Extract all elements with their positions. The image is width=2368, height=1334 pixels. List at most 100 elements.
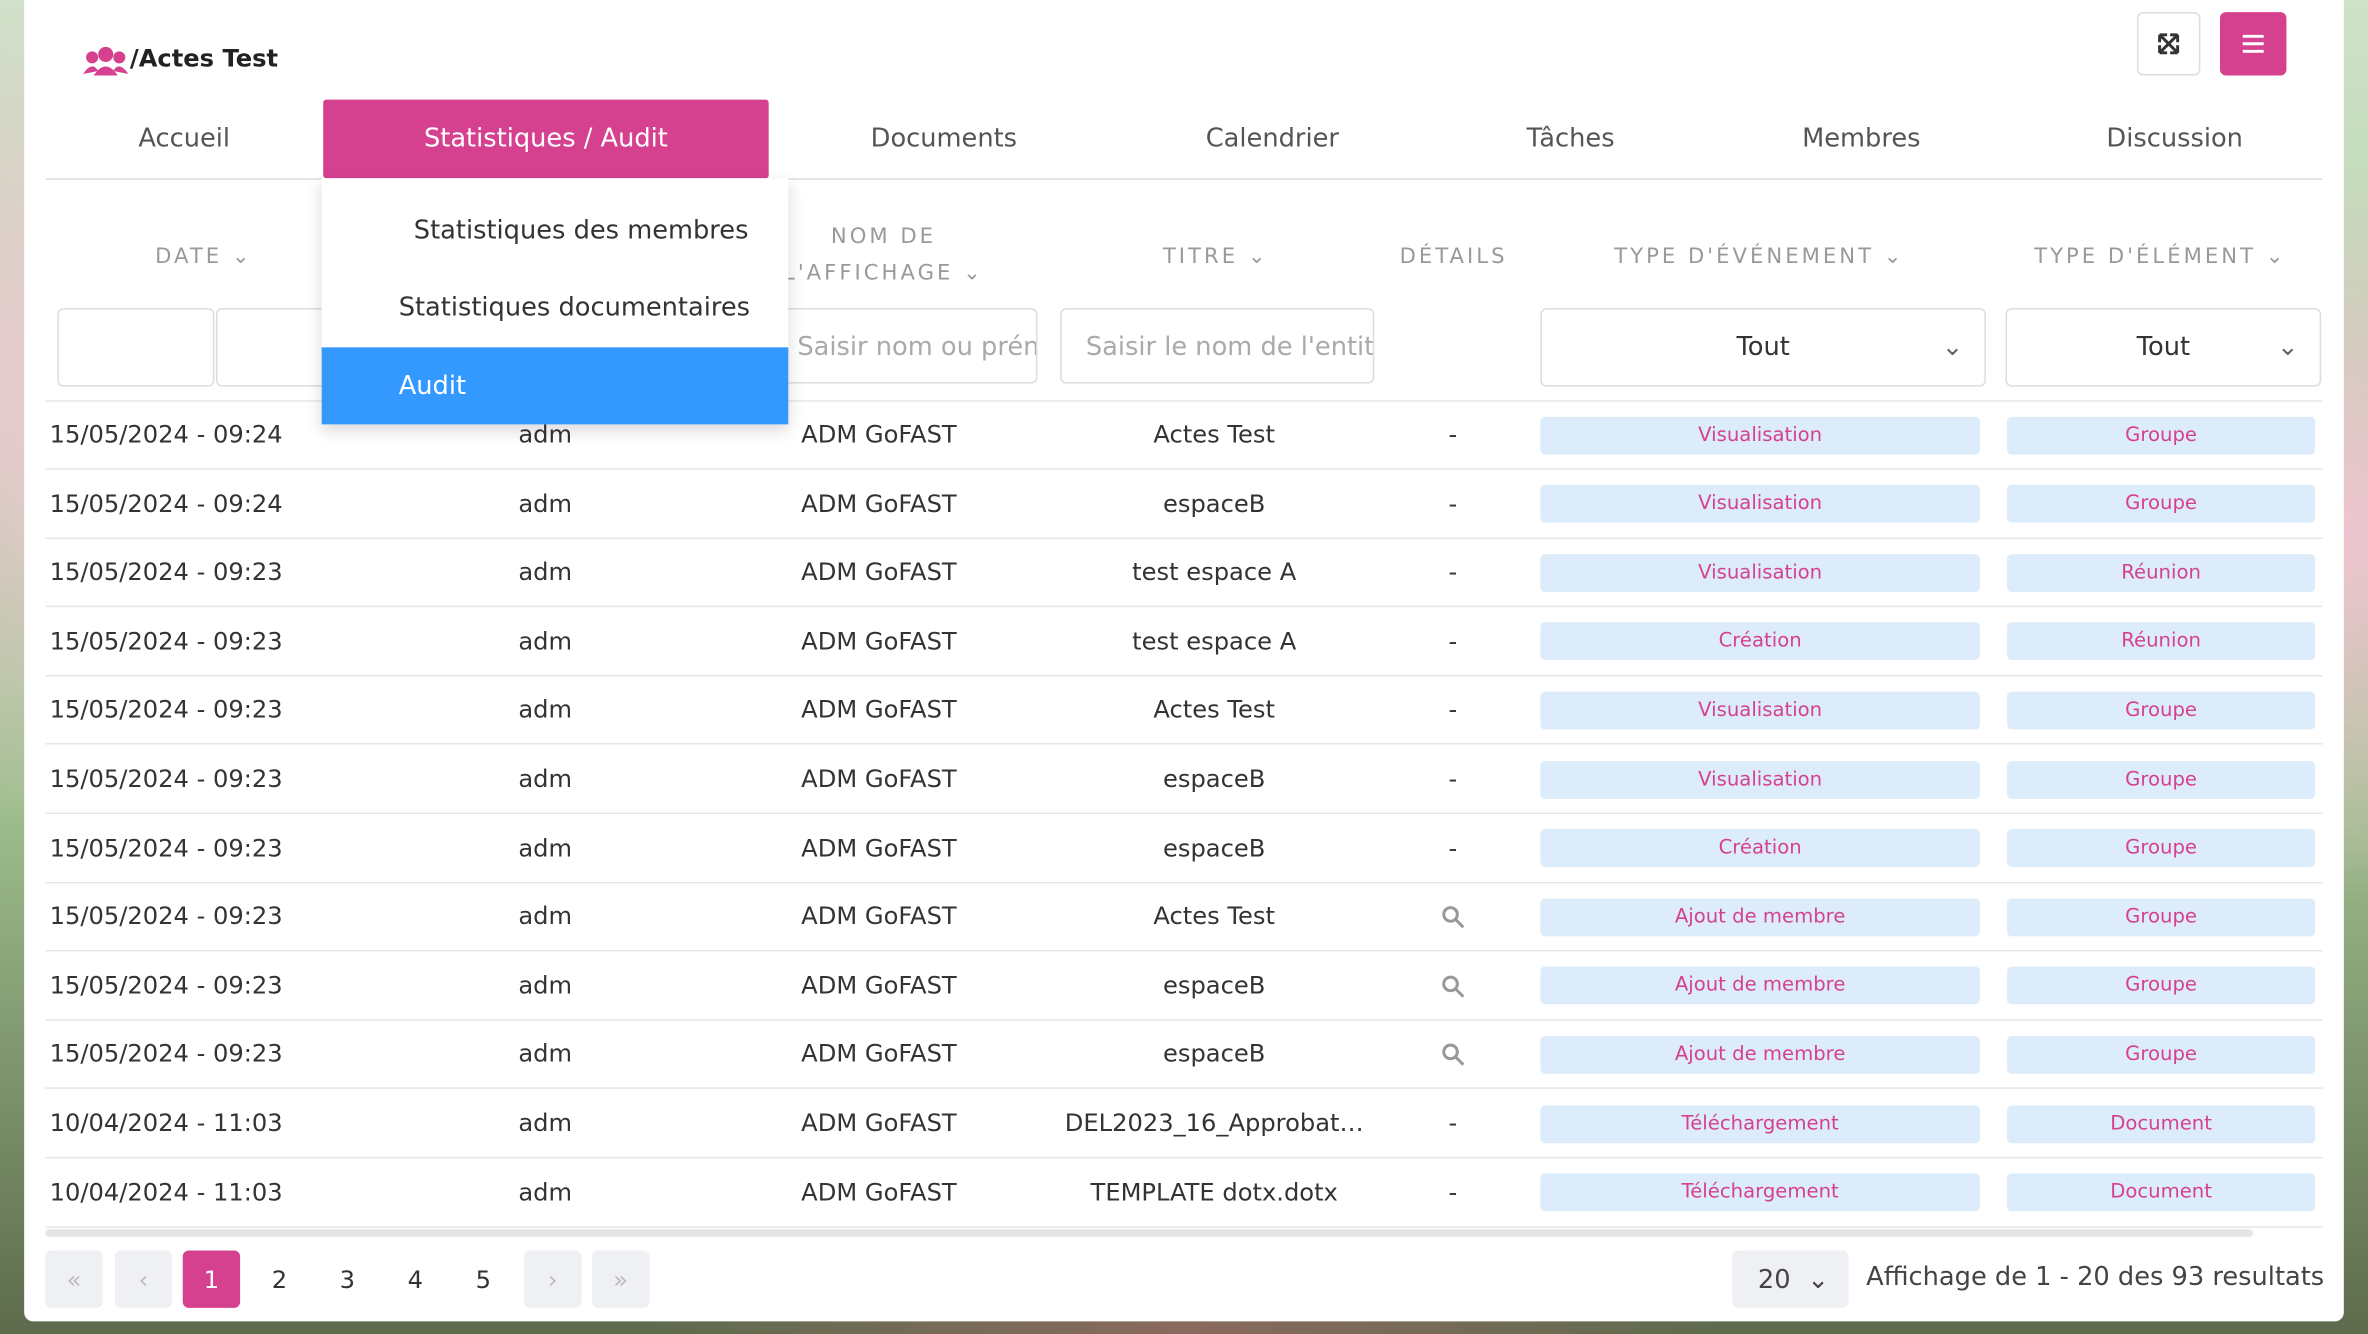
cell: ADM GoFAST: [801, 764, 957, 793]
cell: 15/05/2024 - 09:23: [49, 901, 283, 931]
element-select[interactable]: Tout ⌄: [2005, 308, 2322, 387]
cell: adm: [518, 764, 573, 793]
fullscreen-button[interactable]: [2136, 12, 2201, 76]
cell: adm: [518, 1177, 573, 1207]
tab[interactable]: Accueil: [138, 123, 231, 155]
element-badge: Groupe: [2007, 760, 2316, 799]
element-badge: Document: [2007, 1104, 2316, 1143]
select-value: Tout: [2136, 332, 2191, 363]
cell: -: [1448, 833, 1458, 862]
page-button[interactable]: 4: [407, 1264, 423, 1294]
header-name[interactable]: Nom de l'affichage ⌄: [783, 225, 984, 286]
cell: ADM GoFAST: [801, 1177, 957, 1207]
dropdown-item[interactable]: Audit: [321, 347, 789, 425]
event-select[interactable]: Tout ⌄: [1540, 308, 1986, 387]
details-icon[interactable]: [1441, 974, 1465, 998]
cell: -: [1448, 557, 1458, 587]
header-text: Type d'élément: [2034, 244, 2257, 269]
page-button[interactable]: 1: [182, 1250, 241, 1308]
cell: -: [1448, 419, 1458, 449]
row-divider: [45, 881, 2323, 883]
menu-button[interactable]: [2219, 12, 2287, 76]
event-badge: Visualisation: [1540, 416, 1980, 454]
page-button[interactable]: 5: [475, 1264, 491, 1294]
cell: 15/05/2024 - 09:24: [49, 419, 283, 449]
row-divider: [45, 1019, 2323, 1021]
cell: Actes Test: [1153, 695, 1275, 724]
cell: espaceB: [1163, 488, 1266, 518]
element-badge: Réunion: [2007, 553, 2316, 592]
element-badge: Groupe: [2007, 484, 2316, 523]
event-badge: Ajout de membre: [1540, 1035, 1980, 1074]
page-button[interactable]: 2: [271, 1264, 288, 1294]
cell: adm: [518, 1039, 573, 1069]
cell: 15/05/2024 - 09:23: [49, 557, 283, 587]
page-size-select[interactable]: 20 ⌄: [1732, 1250, 1849, 1308]
row-divider: [45, 468, 2323, 470]
event-badge: Création: [1540, 829, 1980, 867]
select-value: Tout: [1736, 332, 1790, 363]
header-text: Date: [155, 244, 223, 269]
cell: 15/05/2024 - 09:24: [49, 488, 283, 518]
details-icon[interactable]: [1441, 905, 1465, 929]
row-divider: [45, 950, 2323, 952]
tab[interactable]: Tâches: [1526, 123, 1615, 155]
tab[interactable]: Documents: [870, 123, 1018, 155]
element-badge: Réunion: [2007, 622, 2316, 661]
cell: adm: [518, 695, 573, 724]
cell: ADM GoFAST: [801, 488, 957, 518]
element-badge: Groupe: [2007, 898, 2316, 936]
next-page[interactable]: ›: [524, 1250, 582, 1308]
row-divider: [45, 1087, 2323, 1090]
row-divider: [45, 400, 2323, 402]
element-badge: Groupe: [2007, 1035, 2316, 1074]
tab[interactable]: Membres: [1802, 123, 1921, 155]
date-from-input[interactable]: [57, 308, 215, 387]
event-badge: Téléchargement: [1540, 1173, 1980, 1212]
dropdown-item[interactable]: Statistiques des membres: [413, 215, 749, 246]
cell: ADM GoFAST: [801, 833, 957, 862]
header-text: Titre: [1162, 244, 1239, 269]
breadcrumb: /Actes Test: [129, 43, 279, 73]
cell: -: [1448, 764, 1458, 793]
cell: adm: [518, 626, 573, 656]
row-divider: [45, 1156, 2323, 1159]
last-page[interactable]: »: [591, 1250, 650, 1308]
row-divider: [45, 1225, 2323, 1228]
title-filter[interactable]: Saisir le nom de l'entité: [1060, 308, 1375, 384]
details-icon[interactable]: [1441, 1043, 1465, 1067]
cell: ADM GoFAST: [801, 557, 957, 587]
header-text: Détails: [1399, 244, 1508, 269]
header-title[interactable]: Titre ⌄: [1162, 244, 1269, 269]
results-summary: Affichage de 1 - 20 des 93 resultats: [1866, 1262, 2325, 1293]
header-element[interactable]: Type d'élément ⌄: [2034, 244, 2287, 269]
header-date[interactable]: Date ⌄: [155, 244, 253, 269]
tabs-border: [45, 178, 2323, 180]
cell: adm: [518, 557, 573, 587]
row-divider: [45, 674, 2323, 677]
dropdown-item[interactable]: Statistiques documentaires: [398, 292, 751, 324]
cell: adm: [518, 488, 573, 518]
cell: -: [1448, 1177, 1458, 1207]
cell: 10/04/2024 - 11:03: [49, 1177, 283, 1207]
cell: 15/05/2024 - 09:23: [49, 626, 283, 656]
tab[interactable]: Calendrier: [1205, 123, 1339, 155]
name-filter[interactable]: Saisir nom ou prénom: [771, 308, 1038, 384]
cell: espaceB: [1163, 970, 1266, 1000]
cell: 10/04/2024 - 11:03: [49, 1108, 283, 1138]
element-badge: Groupe: [2007, 966, 2316, 1005]
cell: adm: [518, 1108, 573, 1138]
event-badge: Visualisation: [1540, 553, 1980, 592]
event-badge: Création: [1540, 622, 1980, 661]
search-icon: [1442, 1044, 1465, 1067]
tab[interactable]: Discussion: [2106, 123, 2243, 155]
first-page[interactable]: «: [45, 1250, 103, 1308]
cell: -: [1448, 626, 1458, 656]
tab[interactable]: Statistiques / Audit: [323, 99, 769, 179]
cell: ADM GoFAST: [801, 970, 957, 1000]
prev-page[interactable]: ‹: [114, 1250, 173, 1308]
header-event[interactable]: Type d'événement ⌄: [1614, 244, 1905, 269]
page-button[interactable]: 3: [339, 1264, 356, 1294]
cell: ADM GoFAST: [801, 695, 957, 724]
